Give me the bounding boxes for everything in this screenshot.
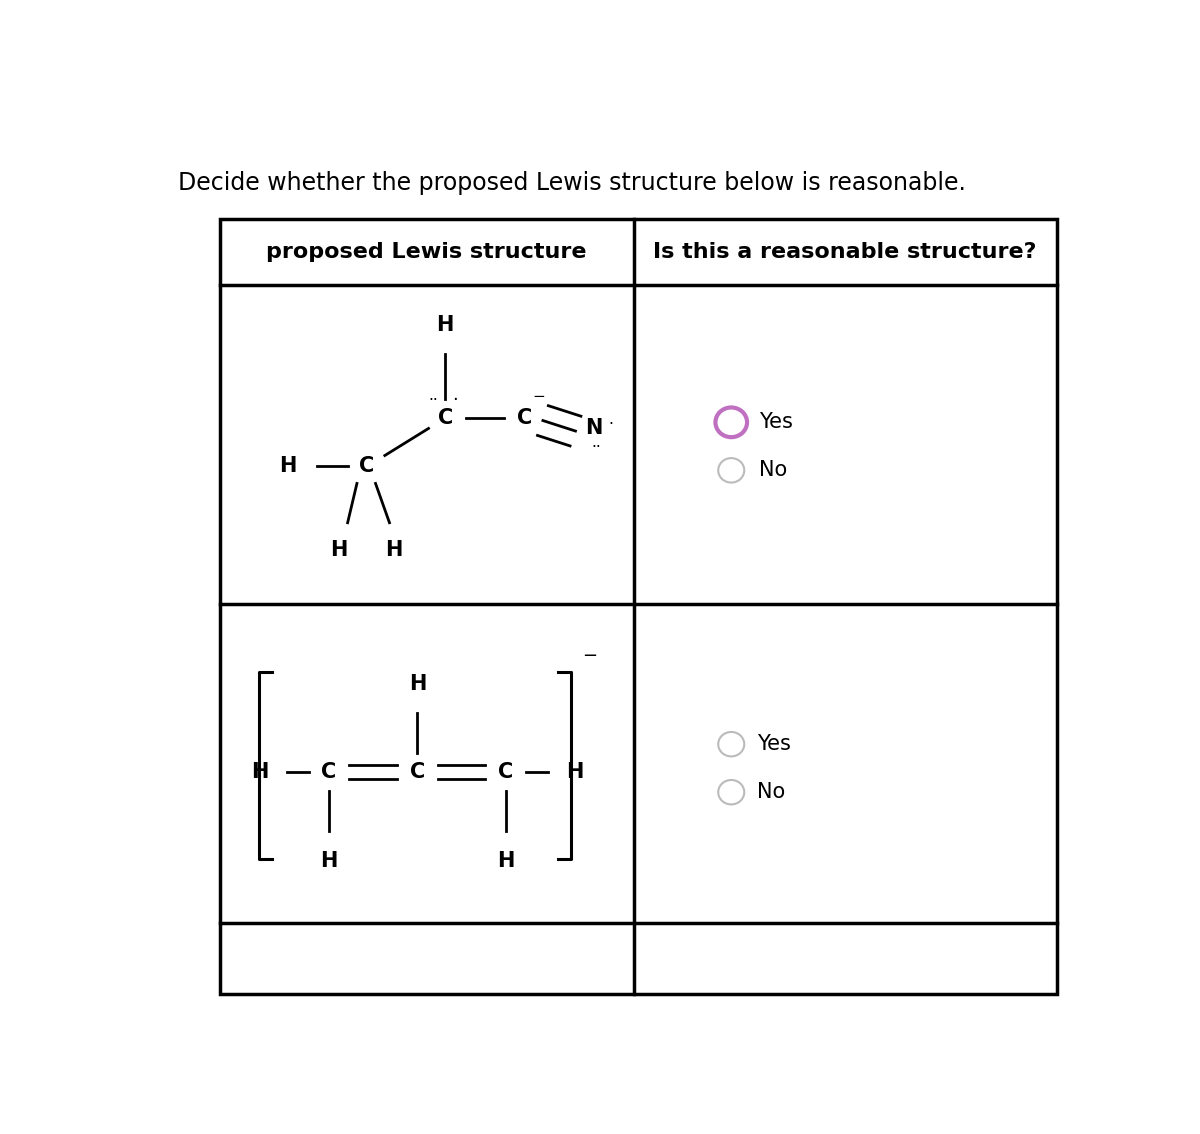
Text: C: C [498,762,514,782]
Text: Is this a reasonable structure?: Is this a reasonable structure? [654,242,1037,262]
Text: H: H [409,674,426,694]
Text: H: H [251,762,269,782]
Circle shape [719,731,744,756]
Text: ··: ·· [428,393,438,408]
Text: H: H [330,540,347,560]
Text: Yes: Yes [757,734,791,754]
Circle shape [715,407,748,438]
Text: H: H [385,540,403,560]
Text: −: − [532,389,545,404]
Text: Yes: Yes [760,413,793,432]
Text: N: N [586,418,602,439]
Text: C: C [409,762,425,782]
Circle shape [719,780,744,804]
Text: Decide whether the proposed Lewis structure below is reasonable.: Decide whether the proposed Lewis struct… [178,171,966,195]
Bar [220,219,1057,993]
Text: No: No [760,460,787,481]
Text: C: C [438,408,452,428]
Text: H: H [280,456,296,476]
Text: C: C [322,762,337,782]
Text: H: H [566,762,583,782]
Text: No: No [757,782,786,802]
Text: C: C [359,456,374,476]
Text: −: − [582,646,598,665]
Text: H: H [497,850,515,871]
Circle shape [719,458,744,483]
Text: ·: · [608,416,613,432]
Text: ·: · [451,391,457,409]
Text: proposed Lewis structure: proposed Lewis structure [266,242,587,262]
Text: H: H [437,315,454,335]
Text: ··: ·· [592,440,601,455]
Text: C: C [517,408,532,428]
Text: H: H [320,850,337,871]
